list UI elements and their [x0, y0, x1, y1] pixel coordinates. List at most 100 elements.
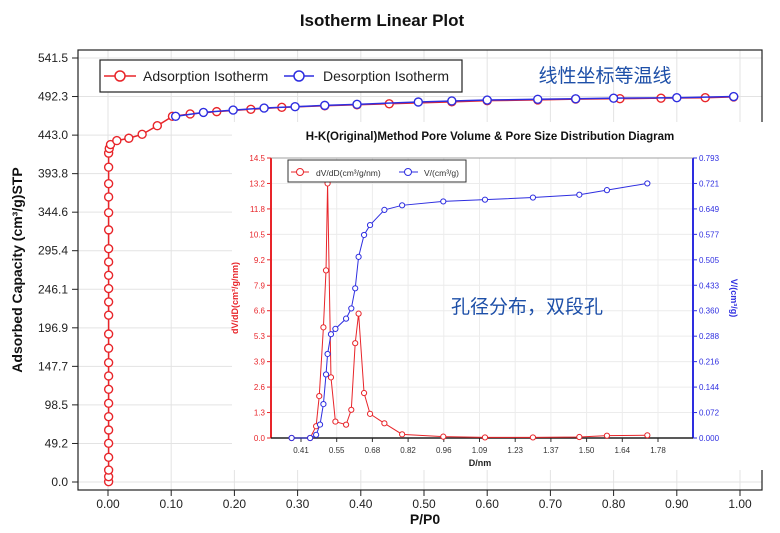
desorption-point [352, 99, 362, 110]
inset-y-right-label: V/(cm³/g) [729, 279, 739, 318]
inset-legend-dvdd-marker [296, 168, 304, 176]
main-x-tick-label: 0.30 [286, 497, 310, 511]
inset-y-right-tick-label: 0.216 [699, 358, 720, 367]
main-y-tick-label: 443.0 [38, 128, 68, 142]
dvdd-point [322, 267, 330, 274]
adsorption-point [103, 297, 114, 307]
main-annotation: 线性坐标等温线 [538, 65, 671, 87]
cumulative-volume-point [381, 206, 388, 214]
adsorption-point [103, 178, 114, 189]
cumulative-volume-point [399, 202, 406, 209]
inset-y-right-tick-label: 0.433 [699, 281, 720, 290]
inset-title: H-K(Original)Method Pore Volume & Pore S… [306, 131, 674, 143]
adsorption-point [103, 329, 114, 339]
adsorption-point [103, 452, 114, 463]
dvdd-point [481, 434, 489, 441]
inset-y-left-tick-label: 3.9 [254, 358, 266, 367]
main-y-tick-label: 393.8 [38, 167, 68, 181]
main-y-tick-label: 246.1 [38, 282, 68, 296]
cumulative-volume-point [355, 253, 362, 260]
dvdd-point [342, 421, 350, 428]
adsorption-point [103, 357, 114, 368]
cumulative-volume-point [348, 305, 355, 312]
dvdd-point [366, 410, 374, 417]
desorption-point [533, 94, 543, 104]
cumulative-volume-point [324, 350, 331, 358]
adsorption-point [103, 465, 114, 475]
inset-y-left-tick-label: 0.0 [254, 434, 266, 443]
inset-y-left-tick-label: 6.6 [254, 307, 266, 316]
adsorption-point [152, 121, 162, 131]
desorption-point [608, 93, 619, 103]
adsorption-point [137, 129, 147, 140]
adsorption-point [103, 283, 114, 294]
dvdd-point [320, 324, 327, 331]
main-y-tick-label: 98.5 [45, 398, 69, 412]
desorption-point [170, 111, 181, 122]
adsorption-point [124, 133, 134, 143]
dvdd-point [644, 432, 651, 439]
cumulative-volume-point [644, 180, 651, 187]
inset-x-label: D/nm [469, 458, 492, 468]
dvdd-point [348, 406, 355, 413]
inset-x-tick-label: 0.41 [293, 446, 309, 455]
inset-y-right-tick-label: 0.072 [699, 409, 720, 418]
dvdd-point [603, 432, 611, 439]
dvdd-point [316, 392, 323, 400]
cumulative-volume-point [327, 331, 335, 338]
desorption-point [413, 97, 424, 107]
inset-y-left-tick-label: 11.8 [250, 205, 266, 214]
desorption-point [259, 103, 269, 113]
adsorption-point [112, 135, 122, 146]
adsorption-point [103, 425, 114, 435]
main-y-tick-label: 344.6 [38, 205, 68, 219]
inset-x-tick-label: 1.64 [615, 446, 631, 455]
adsorption-point [103, 192, 114, 202]
inset-legend-dvdd-label: dV/dD(cm³/g/nm) [316, 168, 381, 178]
dvdd-point [381, 420, 388, 427]
inset-y-right-tick-label: 0.721 [699, 179, 720, 188]
adsorption-point [103, 411, 114, 422]
inset-y-right-tick-label: 0.793 [699, 154, 720, 163]
cumulative-volume-point [360, 231, 368, 239]
cumulative-volume-point [288, 434, 295, 442]
inset-x-tick-label: 1.78 [650, 446, 666, 455]
desorption-point [447, 96, 457, 106]
dvdd-point [399, 431, 406, 438]
main-x-label: P/P0 [410, 511, 441, 527]
adsorption-point [103, 371, 114, 381]
cumulative-volume-point [332, 325, 339, 332]
inset-y-left-tick-label: 9.2 [254, 256, 266, 265]
adsorption-point [103, 257, 114, 267]
dvdd-point [360, 389, 368, 397]
inset-legend-v-marker [404, 168, 412, 176]
cumulative-volume-point [440, 198, 447, 205]
legend-desorption-label: Desorption Isotherm [323, 68, 449, 84]
desorption-point [228, 105, 238, 115]
inset-y-left-tick-label: 7.9 [254, 281, 266, 290]
cumulative-volume-point [320, 401, 327, 408]
cumulative-volume-point [313, 431, 320, 438]
legend-adsorption-marker [114, 70, 126, 82]
dvdd-point [352, 340, 359, 347]
main-x-tick-label: 0.20 [223, 497, 247, 511]
inset-y-left-tick-label: 13.2 [249, 179, 265, 188]
dvdd-point [576, 433, 583, 441]
main-y-tick-label: 49.2 [45, 436, 69, 450]
adsorption-point [103, 225, 114, 235]
adsorption-point [103, 207, 114, 218]
inset-y-right-tick-label: 0.000 [699, 434, 720, 443]
inset-legend: dV/dD(cm³/g/nm) V/(cm³/g) [287, 159, 467, 183]
main-x-tick-label: 0.00 [96, 497, 120, 511]
main-x-tick-label: 0.60 [476, 497, 500, 511]
inset-legend-v-label: V/(cm³/g) [424, 168, 459, 178]
main-title: Isotherm Linear Plot [300, 11, 465, 30]
inset-y-right-tick-label: 0.505 [699, 256, 720, 265]
main-y-label: Adsorbed Capacity (cm³/g)STP [9, 167, 25, 372]
dvdd-point [529, 434, 537, 441]
adsorption-point [103, 270, 114, 280]
main-x-tick-label: 0.80 [602, 497, 626, 511]
main-y-tick-label: 147.7 [38, 359, 68, 373]
adsorption-point [103, 438, 114, 449]
